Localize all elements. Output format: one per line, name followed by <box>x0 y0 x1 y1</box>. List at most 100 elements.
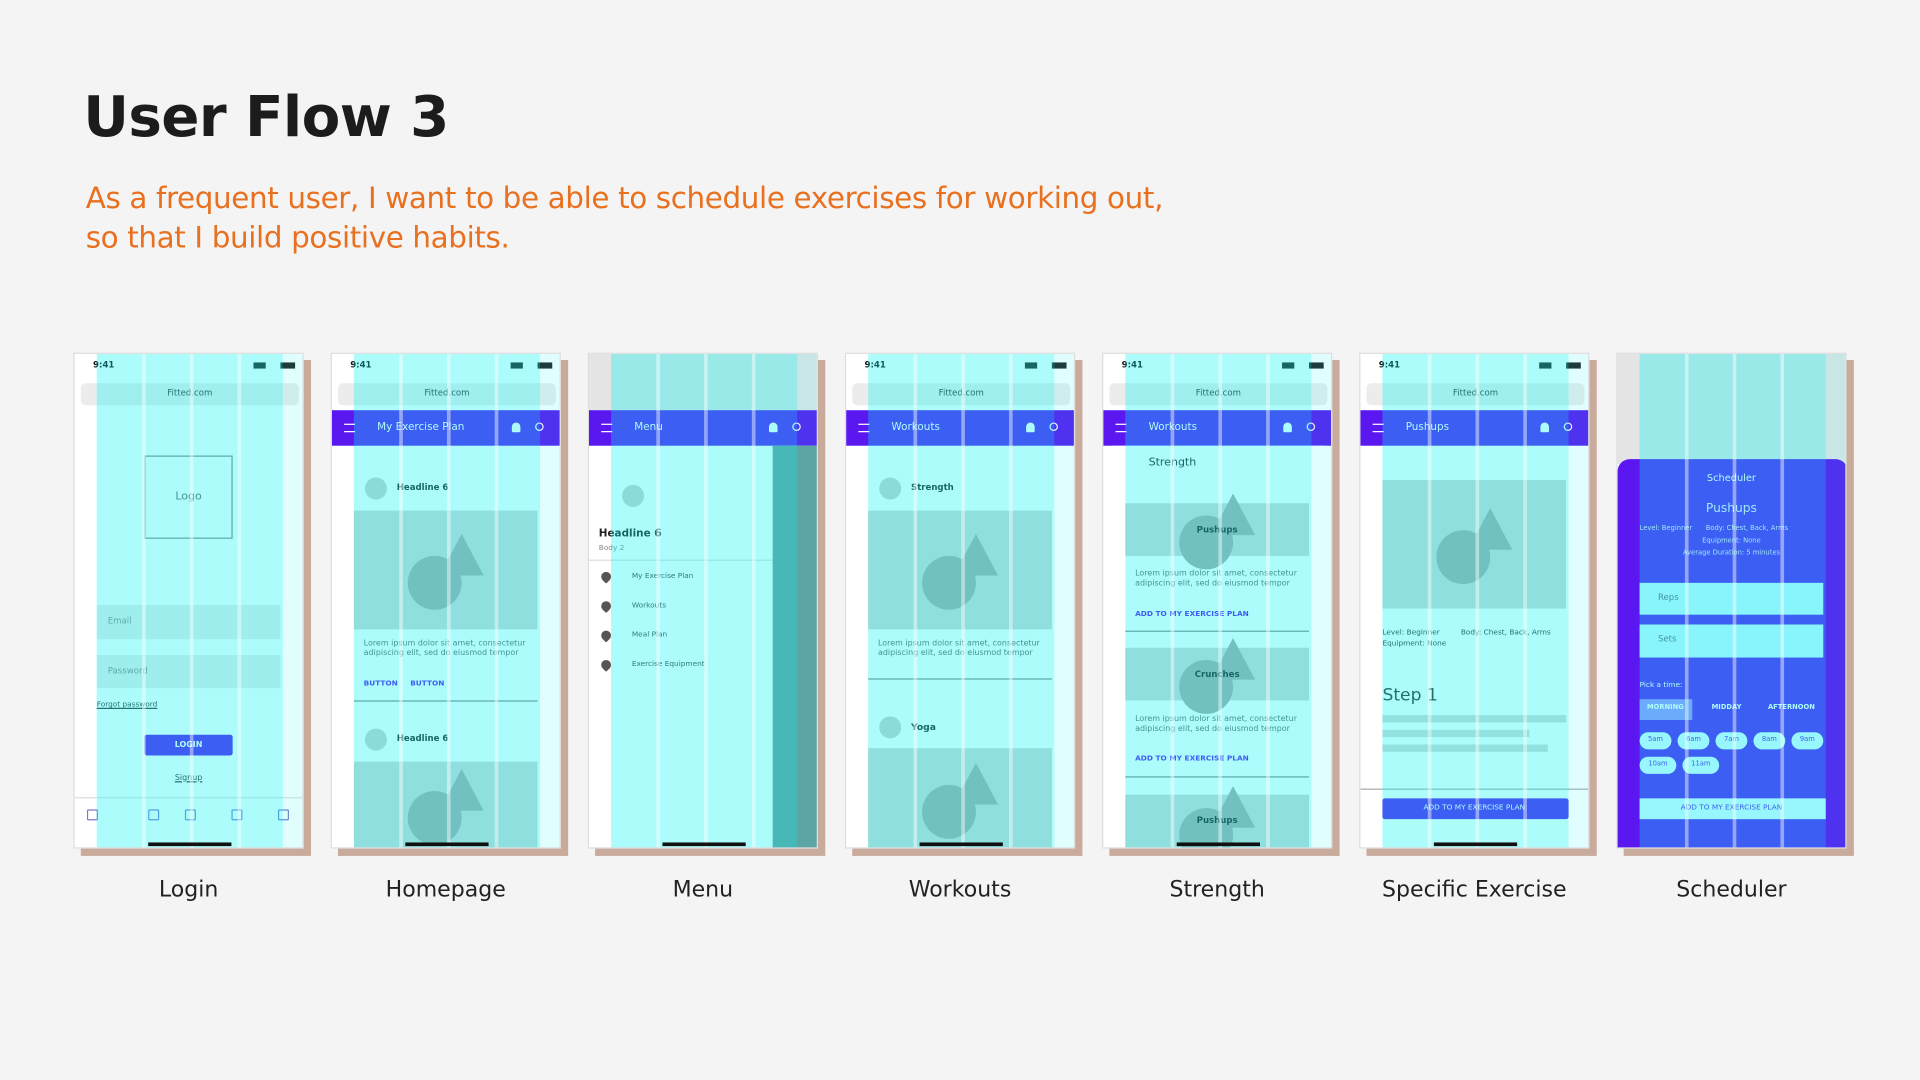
screen-text: 7am <box>1723 736 1739 744</box>
screen: Menu Headline 6 Body 2 My Exercise Plan Work… <box>587 352 818 849</box>
screen-text: ADD TO MY EXERCISE PLAN <box>1680 803 1783 812</box>
notification-icon <box>511 422 521 433</box>
screen-text: Lorem ipsum dolor sit amet, consectetur … <box>1135 567 1297 588</box>
home-indicator <box>919 842 1003 846</box>
app-bar-title: Pushups <box>1405 421 1450 434</box>
screen-text: Crunches <box>1194 670 1240 681</box>
sets-field <box>1639 624 1824 658</box>
time-pill <box>1753 732 1786 750</box>
battery-icon <box>1308 362 1324 369</box>
screen-text: MORNING <box>1646 704 1684 712</box>
screen-text: Pushups <box>1705 501 1757 515</box>
grid-gutter <box>1008 353 1013 848</box>
screen-text: Lorem ipsum dolor sit amet, consectetur … <box>877 637 1040 658</box>
heart-icon <box>599 657 614 672</box>
image-triangle <box>1211 785 1256 828</box>
screen-text: 11am <box>1691 760 1711 769</box>
email-field <box>96 604 281 640</box>
grid-gutter <box>1523 353 1527 848</box>
avatar <box>622 484 645 507</box>
app-bar-icon <box>858 423 870 433</box>
url-bar <box>1366 383 1585 406</box>
signal-icon <box>510 362 523 369</box>
text-line <box>1382 715 1567 723</box>
screen-text: Forgot password <box>96 700 158 710</box>
grid-gutter <box>237 353 242 848</box>
grid-gutter <box>1218 353 1223 848</box>
heart-icon <box>599 569 614 584</box>
signal-icon <box>1024 362 1038 369</box>
screen: 9:41 Fitted.com Workouts Strength Pushups Lor… <box>1102 352 1333 849</box>
screen-text: Strength <box>1148 456 1197 470</box>
image-triangle <box>953 533 998 575</box>
screen-label: Scheduler <box>1676 876 1787 903</box>
top-area <box>1617 353 1846 465</box>
slide-title: User Flow 3 <box>83 83 449 150</box>
divider <box>588 559 773 561</box>
screen-text: Strength <box>911 482 954 493</box>
home-indicator <box>662 842 746 846</box>
text-line <box>1382 729 1530 738</box>
divider <box>1125 630 1309 632</box>
time-pill <box>1682 756 1720 774</box>
search-icon <box>1306 422 1316 432</box>
screen-text: BUTTON <box>410 679 445 689</box>
battery-icon <box>1051 362 1067 369</box>
screen-label: Workouts <box>908 876 1012 903</box>
divider <box>1360 788 1589 790</box>
app-bar-icon <box>1372 423 1384 433</box>
notification-icon <box>768 422 778 433</box>
divider <box>868 678 1052 680</box>
grid-gutter <box>142 353 146 848</box>
status-time: 9:41 <box>93 360 115 370</box>
screen-text: 10am <box>1648 760 1668 769</box>
time-pill <box>1639 756 1677 774</box>
app-bar-icon <box>601 423 613 433</box>
notification-icon <box>1283 422 1292 433</box>
sub-bar <box>1103 445 1332 481</box>
screen-text: Exercise Equipment <box>631 660 705 669</box>
grid-gutter <box>751 353 756 848</box>
toolbar-icon <box>86 809 98 821</box>
screen-text: Level: Beginner <box>1382 628 1440 637</box>
grid-gutter <box>1427 353 1432 848</box>
app-bar-icon <box>1115 423 1127 433</box>
app-bar-title: My Exercise Plan <box>377 421 465 434</box>
screen-text: Pushups <box>1196 816 1238 826</box>
toolbar-icon <box>184 809 196 821</box>
screen-text: BUTTON <box>363 679 398 689</box>
avatar <box>364 728 387 751</box>
screen-text: Pick a time: <box>1639 680 1683 690</box>
screen-text: Body: Chest, Back, Arms <box>1705 525 1789 534</box>
home-indicator <box>148 842 232 846</box>
grid-gutter <box>961 353 965 848</box>
grid-gutter <box>189 353 194 848</box>
screen-text: Body 2 <box>598 543 625 553</box>
screen-text: Lorem ipsum dolor sit amet, consectetur … <box>363 637 526 658</box>
app-bar <box>588 410 817 446</box>
status-time: 9:41 <box>864 360 886 370</box>
grid-gutter <box>704 353 708 848</box>
url-text: Fitted.com <box>424 388 470 398</box>
screen-text: Scheduler <box>1706 472 1756 484</box>
signal-icon <box>1282 362 1295 369</box>
search-icon <box>792 422 801 432</box>
search-icon <box>535 422 544 432</box>
image-triangle <box>1211 637 1256 679</box>
url-text: Fitted.com <box>1195 388 1241 398</box>
screen-text: ADD TO MY EXERCISE PLAN <box>1135 754 1249 763</box>
screen-text: Headline 6 <box>598 528 662 541</box>
app-bar-title: Workouts <box>1148 421 1198 434</box>
screen-text: Workouts <box>631 601 667 610</box>
notification-icon <box>1540 422 1549 433</box>
screen-text: Logo <box>175 491 202 504</box>
grid-gutter <box>1475 353 1480 848</box>
toolbar-icon <box>231 809 243 821</box>
grid-gutter <box>446 353 451 848</box>
screen: 9:41 Fitted.com Workouts Strength Lorem ipsu… <box>844 352 1076 849</box>
screen-text: Equipment: None <box>1382 639 1447 648</box>
divider <box>1125 776 1309 778</box>
screen-text: AFTERNOON <box>1767 704 1815 712</box>
